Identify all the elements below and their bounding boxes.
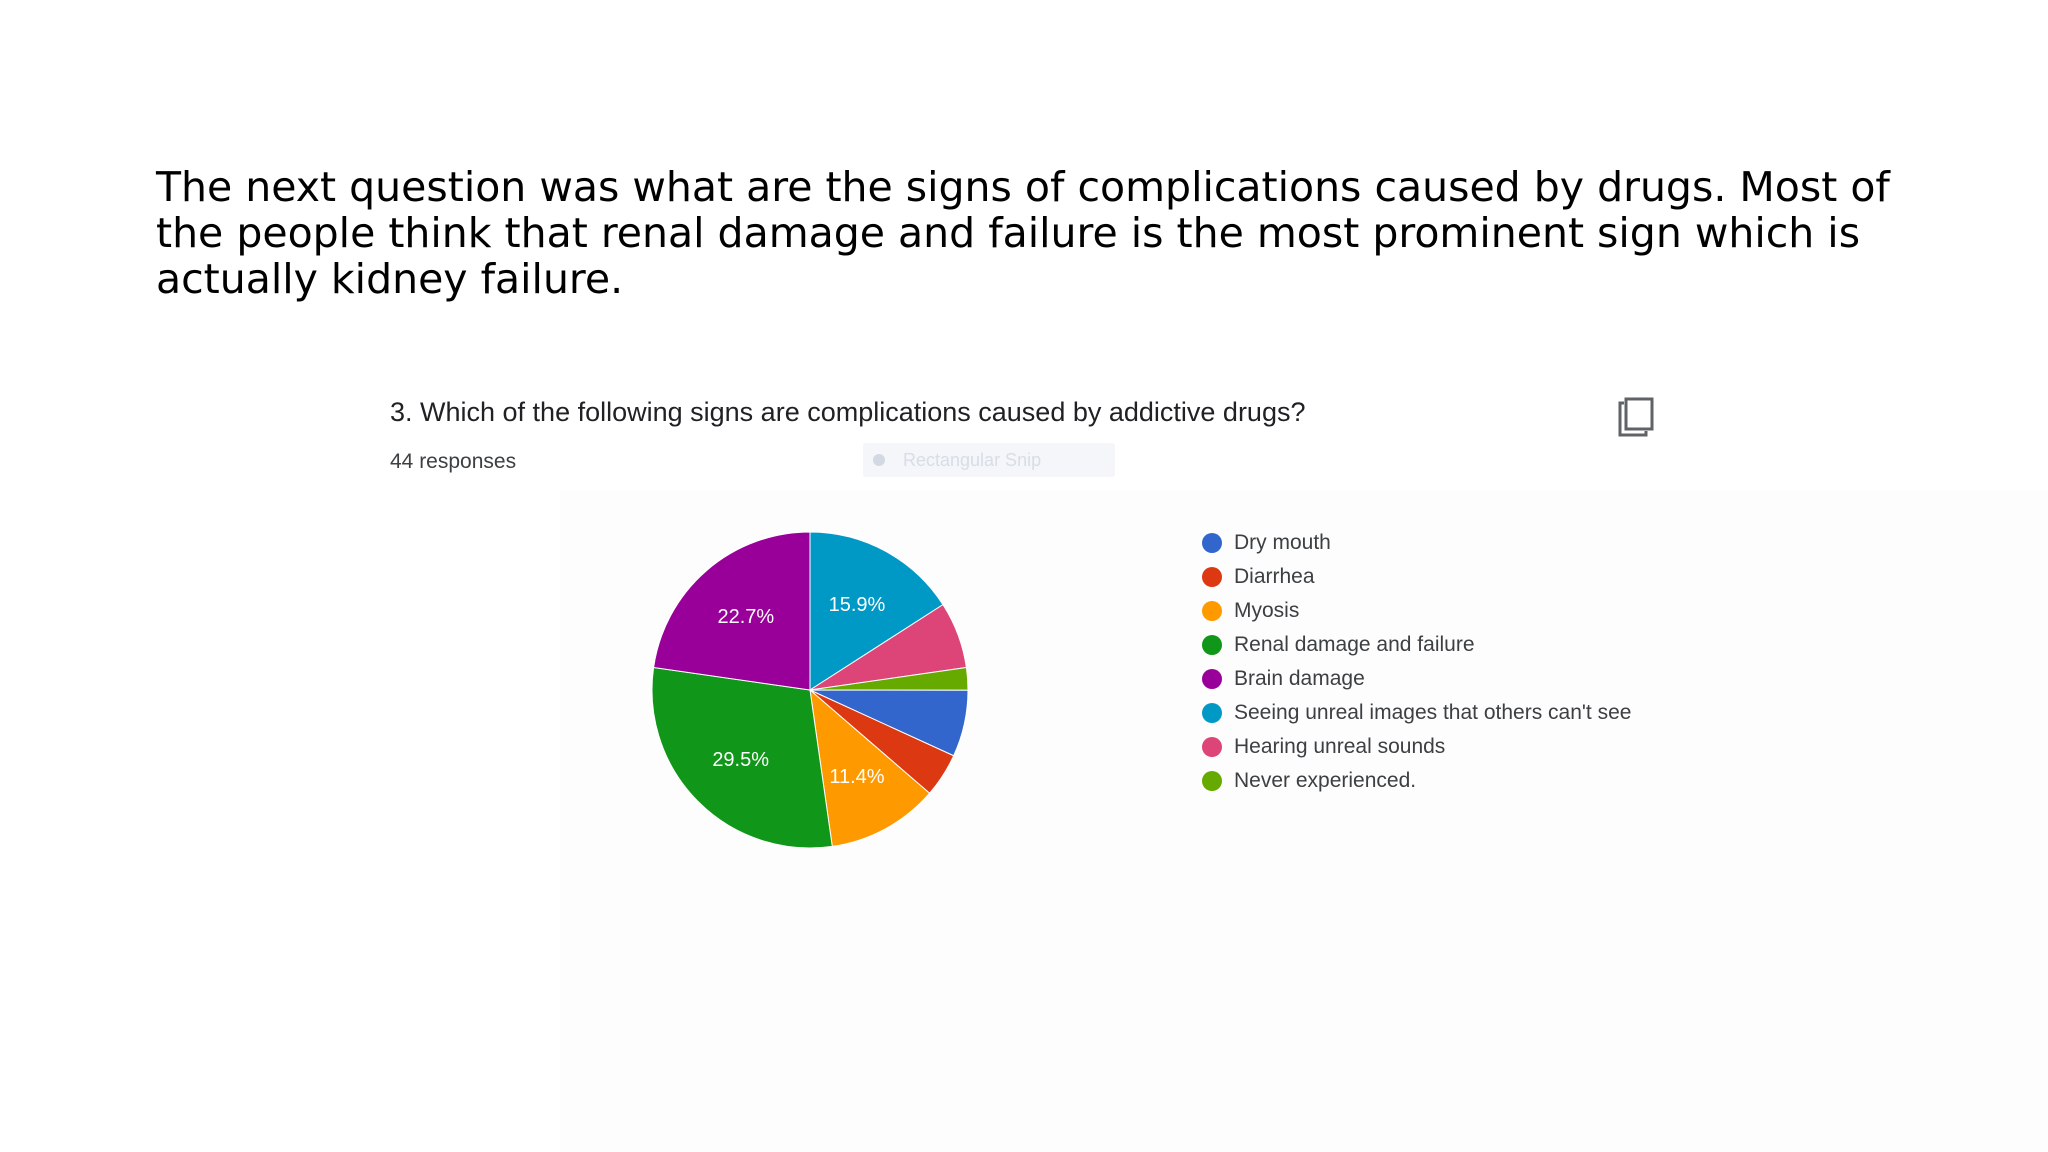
legend-label-7: Never experienced. xyxy=(1234,769,1417,792)
legend-swatch-1 xyxy=(1202,567,1222,587)
snip-label: Rectangular Snip xyxy=(903,449,1042,470)
snip-tool-overlay: Rectangular Snip xyxy=(863,443,1115,477)
legend-swatch-5 xyxy=(1202,703,1222,723)
legend-item-5: Seeing unreal images that others can't s… xyxy=(1202,700,1632,726)
snip-icon xyxy=(873,454,885,466)
legend-item-0: Dry mouth xyxy=(1202,530,1632,556)
pie-slice-6 xyxy=(651,666,833,849)
legend-item-6: Hearing unreal sounds xyxy=(1202,734,1632,760)
copy-icon[interactable] xyxy=(1616,397,1656,439)
legend-item-4: Brain damage xyxy=(1202,666,1632,692)
legend-label-5: Seeing unreal images that others can't s… xyxy=(1234,701,1632,724)
legend-label-1: Diarrhea xyxy=(1234,565,1315,588)
pie-chart: 15.9% 11.4% 29.5% 22.7% xyxy=(651,531,969,849)
legend-label-6: Hearing unreal sounds xyxy=(1234,735,1446,758)
legend-item-3: Renal damage and failure xyxy=(1202,632,1632,658)
pie-slice-label-0: 15.9% xyxy=(829,594,886,616)
legend-label-4: Brain damage xyxy=(1234,667,1365,690)
legend-label-0: Dry mouth xyxy=(1234,531,1331,554)
slide-body-text: The next question was what are the signs… xyxy=(156,163,1890,303)
pie-slice-label-7: 22.7% xyxy=(718,606,775,628)
pie-slice-label-5: 11.4% xyxy=(829,766,884,788)
chart-legend: Dry mouth Diarrhea Myosis Renal damage and … xyxy=(1202,530,1632,802)
legend-label-3: Renal damage and failure xyxy=(1234,633,1475,656)
legend-swatch-7 xyxy=(1202,771,1222,791)
pie-labels: 15.9% 11.4% 29.5% 22.7% xyxy=(712,594,885,788)
legend-item-7: Never experienced. xyxy=(1202,768,1632,794)
pie-slice-5 xyxy=(809,688,931,847)
legend-swatch-4 xyxy=(1202,669,1222,689)
legend-item-2: Myosis xyxy=(1202,598,1632,624)
pie-slices xyxy=(651,531,969,849)
legend-swatch-6 xyxy=(1202,737,1222,757)
pie-slice-label-6: 29.5% xyxy=(712,749,769,771)
question-title: 3. Which of the following signs are comp… xyxy=(390,397,1306,427)
pie-slice-0 xyxy=(809,531,944,691)
legend-swatch-3 xyxy=(1202,635,1222,655)
response-count: 44 responses xyxy=(390,450,517,473)
legend-swatch-0 xyxy=(1202,533,1222,553)
legend-label-2: Myosis xyxy=(1234,599,1300,622)
legend-item-1: Diarrhea xyxy=(1202,564,1632,590)
pie-slice-7 xyxy=(653,531,811,691)
legend-swatch-2 xyxy=(1202,601,1222,621)
